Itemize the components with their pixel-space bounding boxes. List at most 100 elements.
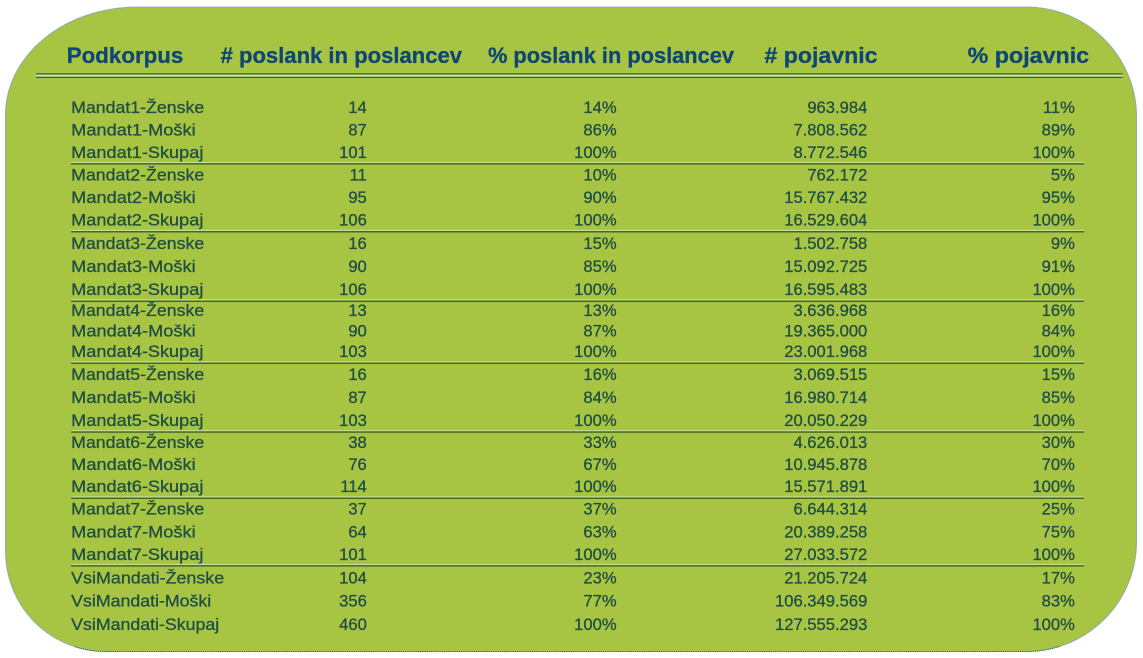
- svg-text:16: 16: [348, 234, 366, 253]
- svg-text:67%: 67%: [583, 455, 616, 474]
- svg-text:76: 76: [348, 455, 366, 474]
- svg-text:7.808.562: 7.808.562: [793, 121, 867, 140]
- svg-text:Mandat4-Skupaj: Mandat4-Skupaj: [71, 342, 203, 361]
- svg-text:95%: 95%: [1042, 188, 1075, 207]
- svg-text:38: 38: [348, 433, 366, 452]
- svg-text:85%: 85%: [1042, 388, 1075, 407]
- svg-text:21.205.724: 21.205.724: [784, 568, 867, 587]
- svg-text:87: 87: [348, 121, 366, 140]
- svg-text:VsiMandati-Skupaj: VsiMandati-Skupaj: [71, 615, 219, 634]
- svg-text:Mandat1-Skupaj: Mandat1-Skupaj: [71, 143, 203, 162]
- svg-text:10%: 10%: [583, 165, 616, 184]
- svg-text:13%: 13%: [583, 301, 616, 320]
- svg-text:85%: 85%: [583, 257, 616, 276]
- svg-text:Mandat6-Moški: Mandat6-Moški: [71, 455, 196, 474]
- svg-text:Mandat2-Moški: Mandat2-Moški: [71, 188, 196, 207]
- svg-text:91%: 91%: [1042, 257, 1075, 276]
- svg-text:20.389.258: 20.389.258: [784, 522, 867, 541]
- svg-text:127.555.293: 127.555.293: [775, 615, 867, 634]
- svg-text:14: 14: [348, 98, 366, 117]
- svg-text:25%: 25%: [1042, 500, 1075, 519]
- svg-text:4.626.013: 4.626.013: [793, 433, 867, 452]
- svg-text:33%: 33%: [583, 433, 616, 452]
- svg-text:95: 95: [348, 188, 366, 207]
- svg-text:14%: 14%: [583, 98, 616, 117]
- svg-text:100%: 100%: [574, 477, 617, 496]
- svg-text:84%: 84%: [583, 388, 616, 407]
- svg-text:63%: 63%: [583, 522, 616, 541]
- svg-text:Podkorpus: Podkorpus: [67, 43, 184, 68]
- svg-text:106: 106: [339, 280, 367, 299]
- svg-text:23.001.968: 23.001.968: [784, 342, 867, 361]
- svg-text:75%: 75%: [1042, 522, 1075, 541]
- svg-text:15%: 15%: [1042, 365, 1075, 384]
- svg-text:106.349.569: 106.349.569: [775, 592, 867, 611]
- svg-text:15%: 15%: [583, 234, 616, 253]
- svg-text:Mandat1-Ženske: Mandat1-Ženske: [71, 98, 204, 117]
- svg-text:100%: 100%: [574, 143, 617, 162]
- svg-text:Mandat2-Ženske: Mandat2-Ženske: [71, 165, 204, 184]
- svg-text:19.365.000: 19.365.000: [784, 322, 867, 341]
- svg-text:101: 101: [339, 143, 367, 162]
- svg-text:23%: 23%: [583, 568, 616, 587]
- svg-text:16: 16: [348, 365, 366, 384]
- svg-text:356: 356: [339, 592, 367, 611]
- svg-text:5%: 5%: [1051, 165, 1075, 184]
- svg-text:Mandat4-Moški: Mandat4-Moški: [71, 322, 196, 341]
- svg-text:Mandat5-Skupaj: Mandat5-Skupaj: [71, 411, 203, 430]
- svg-text:Mandat7-Skupaj: Mandat7-Skupaj: [71, 545, 203, 564]
- svg-text:16.980.714: 16.980.714: [784, 388, 867, 407]
- svg-text:VsiMandati-Moški: VsiMandati-Moški: [71, 592, 211, 611]
- svg-text:100%: 100%: [574, 342, 617, 361]
- svg-text:104: 104: [339, 568, 367, 587]
- svg-text:90%: 90%: [583, 188, 616, 207]
- svg-text:90: 90: [348, 322, 366, 341]
- svg-text:64: 64: [348, 522, 366, 541]
- svg-text:1.502.758: 1.502.758: [793, 234, 867, 253]
- svg-text:37: 37: [348, 500, 366, 519]
- svg-text:86%: 86%: [583, 121, 616, 140]
- svg-text:70%: 70%: [1042, 455, 1075, 474]
- svg-text:100%: 100%: [1032, 280, 1075, 299]
- svg-text:16.529.604: 16.529.604: [784, 211, 867, 230]
- svg-text:13: 13: [348, 301, 366, 320]
- svg-text:15.092.725: 15.092.725: [784, 257, 867, 276]
- svg-text:100%: 100%: [1032, 411, 1075, 430]
- svg-text:Mandat6-Skupaj: Mandat6-Skupaj: [71, 477, 203, 496]
- svg-text:100%: 100%: [1032, 545, 1075, 564]
- svg-text:Mandat7-Moški: Mandat7-Moški: [71, 522, 196, 541]
- svg-text:100%: 100%: [574, 411, 617, 430]
- svg-text:% poslank in poslancev: % poslank in poslancev: [488, 43, 735, 68]
- svg-text:Mandat1-Moški: Mandat1-Moški: [71, 121, 196, 140]
- svg-text:83%: 83%: [1042, 592, 1075, 611]
- svg-text:% pojavnic: % pojavnic: [968, 43, 1089, 68]
- svg-text:3.069.515: 3.069.515: [793, 365, 867, 384]
- svg-text:100%: 100%: [1032, 477, 1075, 496]
- svg-text:100%: 100%: [574, 211, 617, 230]
- svg-text:30%: 30%: [1042, 433, 1075, 452]
- svg-text:114: 114: [340, 477, 366, 496]
- svg-text:37%: 37%: [583, 500, 616, 519]
- svg-text:10.945.878: 10.945.878: [784, 455, 867, 474]
- svg-text:15.571.891: 15.571.891: [784, 477, 867, 496]
- svg-text:103: 103: [339, 411, 367, 430]
- svg-text:# pojavnic: # pojavnic: [765, 43, 878, 68]
- svg-text:Mandat2-Skupaj: Mandat2-Skupaj: [71, 211, 203, 230]
- svg-text:90: 90: [348, 257, 366, 276]
- svg-text:460: 460: [339, 615, 367, 634]
- svg-text:# poslank in poslancev: # poslank in poslancev: [221, 43, 463, 68]
- svg-text:103: 103: [339, 342, 367, 361]
- svg-text:963.984: 963.984: [807, 98, 867, 117]
- svg-text:11: 11: [350, 165, 367, 184]
- svg-text:100%: 100%: [1032, 143, 1075, 162]
- svg-text:106: 106: [339, 211, 367, 230]
- svg-text:100%: 100%: [574, 280, 617, 299]
- svg-text:100%: 100%: [1032, 615, 1075, 634]
- svg-text:17%: 17%: [1042, 568, 1075, 587]
- svg-text:100%: 100%: [574, 615, 617, 634]
- svg-text:11%: 11%: [1043, 98, 1075, 117]
- svg-text:100%: 100%: [1032, 342, 1075, 361]
- svg-text:8.772.546: 8.772.546: [793, 143, 867, 162]
- svg-text:6.644.314: 6.644.314: [793, 500, 867, 519]
- svg-text:9%: 9%: [1051, 234, 1075, 253]
